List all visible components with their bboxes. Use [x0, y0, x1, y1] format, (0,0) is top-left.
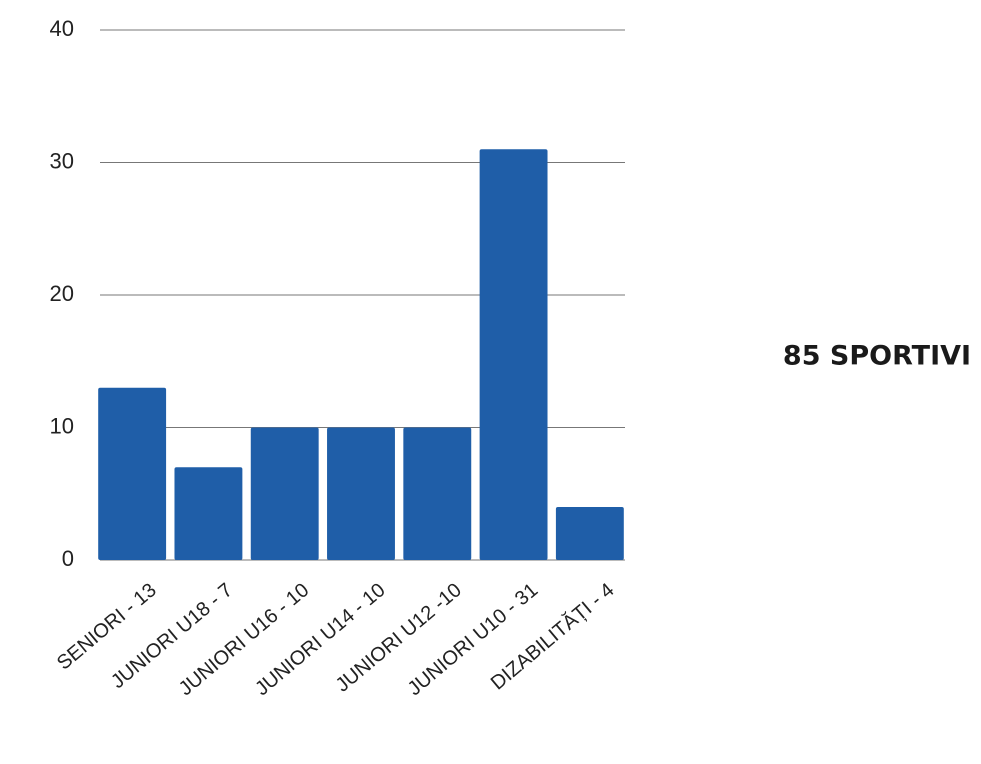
- y-tick-label: 0: [62, 546, 74, 571]
- bar: [327, 427, 395, 560]
- annotation: 85 SPORTIVI: [783, 341, 971, 372]
- y-tick-label: 20: [50, 281, 74, 306]
- y-tick-label: 40: [50, 16, 74, 41]
- bar: [174, 467, 243, 560]
- bar: [479, 149, 548, 560]
- y-tick-label: 30: [50, 148, 74, 173]
- x-tick-label: JUNIORI U12 -10: [332, 579, 466, 697]
- bar: [98, 387, 167, 560]
- x-tick-label: JUNIORI U14 - 10: [251, 579, 389, 700]
- x-tick-label: JUNIORI U10 - 31: [404, 579, 542, 700]
- bar: [250, 427, 319, 560]
- x-tick-label: JUNIORI U16 - 10: [175, 579, 313, 700]
- bar: [555, 507, 624, 560]
- y-tick-label: 10: [50, 413, 74, 438]
- x-tick-label: DIZABILITĂȚI - 4: [486, 578, 618, 694]
- bar: [403, 427, 472, 560]
